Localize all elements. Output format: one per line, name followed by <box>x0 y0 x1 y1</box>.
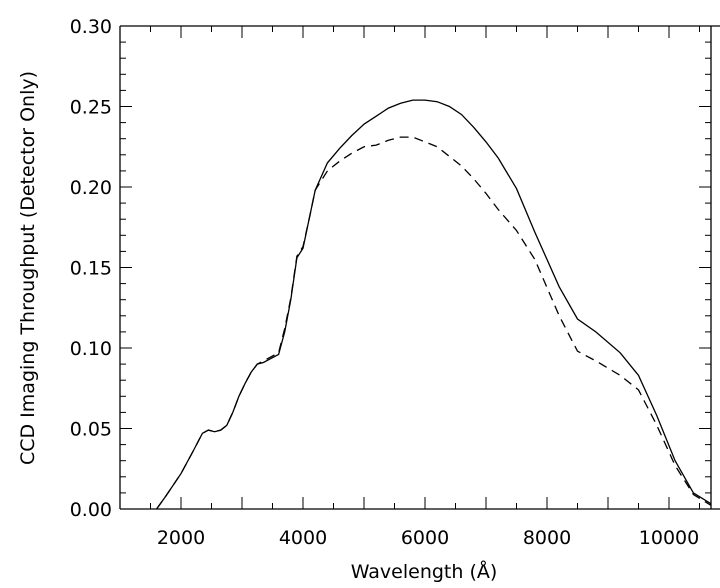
x-axis-label: Wavelength (Å) <box>351 560 498 583</box>
x-tick-label: 8000 <box>523 527 571 549</box>
labels-group: Wavelength (Å) CCD Imaging Throughput (D… <box>17 71 497 583</box>
ticks-group: 2000 4000 6000 8000 10000 0.00 0.05 0.10 0.15 0.2… <box>70 16 711 549</box>
y-tick-label: 0.05 <box>70 419 112 441</box>
y-tick-label: 0.20 <box>70 177 112 199</box>
dashed-series-line <box>156 136 711 509</box>
y-tick-label: 0.10 <box>70 338 112 360</box>
y-tick-label: 0.15 <box>70 258 112 280</box>
x-tick-label: 6000 <box>401 527 449 549</box>
plot-frame-group <box>119 25 720 510</box>
y-tick-label: 0.30 <box>70 16 112 38</box>
x-tick-label: 2000 <box>157 527 205 549</box>
x-tick-label: 4000 <box>279 527 327 549</box>
series-group <box>156 99 711 509</box>
y-tick-label: 0.25 <box>70 97 112 119</box>
y-tick-label: 0.00 <box>70 499 112 521</box>
solid-series-line <box>156 99 711 509</box>
x-tick-label: 10000 <box>639 527 699 549</box>
y-axis-label: CCD Imaging Throughput (Detector Only) <box>17 71 39 465</box>
